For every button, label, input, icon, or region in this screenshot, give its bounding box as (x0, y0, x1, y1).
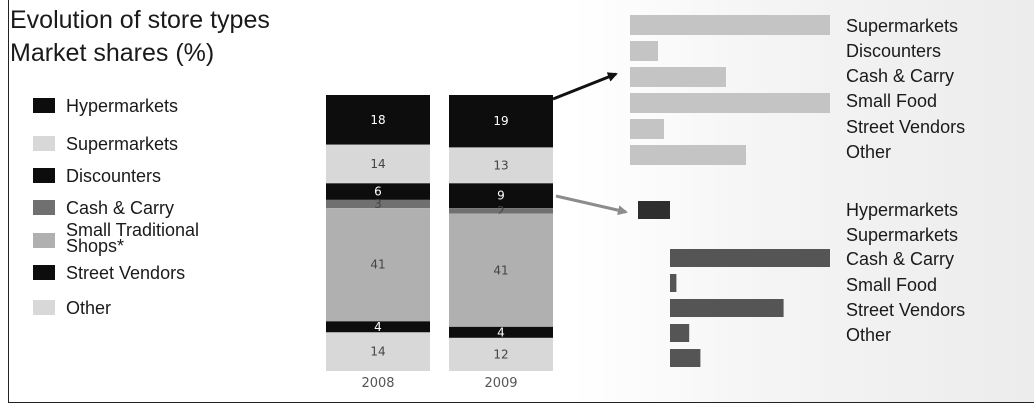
topPanel-bar-street-vendors (630, 119, 664, 139)
gray-connector-arrow (555, 194, 628, 216)
legend-label-hypermarkets: Hypermarkets (66, 96, 178, 116)
legend: Hypermarkets Supermarkets Discounters Cash … (33, 96, 199, 318)
legend-swatch-supermarkets (33, 136, 55, 151)
bottomPanel-label-cash-carry: Cash & Carry (846, 249, 954, 269)
bar-value-label-other-2009: 12 (493, 347, 508, 361)
topPanel-bar-discounters (630, 41, 658, 61)
legend-swatch-street-vendors (33, 265, 55, 280)
topPanel-label-supermarkets: Supermarkets (846, 16, 958, 36)
bottom-breakdown-chart: Hypermarkets Supermarkets Cash & Carry Smal… (638, 200, 965, 367)
bar-value-label-supermarkets-2008: 14 (370, 157, 385, 171)
bar-segment-street-vendors-2009 (449, 326, 553, 338)
bar-value-label-hypermarkets-2009: 19 (493, 114, 508, 128)
bar-value-label-other-2008: 14 (370, 345, 385, 359)
bottomPanel-bar-small-food (670, 299, 784, 317)
bar-value-label-supermarkets-2009: 13 (493, 158, 508, 172)
top-breakdown-chart: Supermarkets Discounters Cash & Carry Small… (630, 15, 965, 165)
bottomPanel-bar-other (670, 349, 701, 367)
topPanel-bar-supermarkets (630, 15, 830, 35)
x-tick-label-2009: 2009 (484, 376, 517, 391)
bar-value-label-discounters-2009: 9 (497, 189, 505, 203)
bottomPanel-bar-cash-carry (670, 274, 677, 292)
bottomPanel-label-street-vendors: Street Vendors (846, 300, 965, 320)
bar-segment-other-2008 (326, 332, 430, 371)
legend-swatch-cash-carry (33, 200, 55, 215)
legend-label-line: Small Traditional (66, 220, 199, 240)
bar-segment-discounters-2008 (326, 183, 430, 200)
black-connector-arrow (552, 72, 618, 101)
bar-segment-hypermarkets-2009 (449, 95, 553, 148)
bottomPanel-bar-street-vendors (670, 324, 690, 342)
chart-subtitle: Market shares (%) (10, 39, 214, 67)
bar-value-label-street-vendors-2008: 4 (374, 320, 382, 334)
legend-swatch-other (33, 300, 55, 315)
bar-segment-small-traditional-shops-2009 (449, 213, 553, 327)
legend-label-line: Shops* (66, 236, 124, 256)
bar-segment-other-2009 (449, 337, 553, 371)
bar-value-label-cash-carry-2009: 2 (497, 204, 505, 218)
bar-segment-discounters-2009 (449, 183, 553, 209)
legend-swatch-small-traditional-shops (33, 233, 55, 248)
bar-segment-cash-carry-2009 (449, 208, 553, 214)
topPanel-bar-cash-carry (630, 67, 726, 87)
bottomPanel-bar-hypermarkets (638, 201, 670, 219)
topPanel-label-small-food: Small Food (846, 91, 937, 111)
legend-label-street-vendors: Street Vendors (66, 263, 185, 283)
legend-label-cash-carry: Cash & Carry (66, 198, 174, 218)
bottomPanel-label-small-food: Small Food (846, 275, 937, 295)
bar-segment-supermarkets-2008 (326, 144, 430, 184)
bar-value-label-street-vendors-2009: 4 (497, 325, 505, 339)
bar-segment-street-vendors-2008 (326, 321, 430, 333)
legend-label-supermarkets: Supermarkets (66, 134, 178, 154)
topPanel-label-cash-carry: Cash & Carry (846, 66, 954, 86)
legend-label-other: Other (66, 298, 111, 318)
bar-value-label-hypermarkets-2008: 18 (370, 113, 385, 127)
chart-title: Evolution of store types (10, 6, 270, 34)
bottomPanel-label-other: Other (846, 325, 891, 345)
bar-segment-supermarkets-2009 (449, 147, 553, 184)
topPanel-label-street-vendors: Street Vendors (846, 117, 965, 137)
bar-value-label-cash-carry-2008: 3 (374, 197, 382, 211)
legend-swatch-hypermarkets (33, 98, 55, 113)
topPanel-label-other: Other (846, 142, 891, 162)
bottomPanel-label-hypermarkets: Hypermarkets (846, 200, 958, 220)
x-tick-label-2008: 2008 (361, 376, 394, 391)
bar-segment-small-traditional-shops-2008 (326, 208, 430, 322)
legend-swatch-discounters (33, 168, 55, 183)
topPanel-bar-small-food (630, 93, 830, 113)
bar-value-label-discounters-2008: 6 (374, 185, 382, 199)
bottomPanel-label-supermarkets: Supermarkets (846, 225, 958, 245)
bar-value-label-small-traditional-shops-2009: 41 (493, 263, 508, 277)
bar-segment-hypermarkets-2008 (326, 95, 430, 145)
legend-label-discounters: Discounters (66, 166, 161, 186)
bar-segment-cash-carry-2008 (326, 199, 430, 209)
bar-value-label-small-traditional-shops-2008: 41 (370, 258, 385, 272)
topPanel-bar-other (630, 145, 746, 165)
legend-label-small-traditional-shops: Small Traditional Shops* (66, 220, 199, 256)
topPanel-label-discounters: Discounters (846, 41, 941, 61)
bottomPanel-bar-supermarkets (670, 249, 830, 267)
